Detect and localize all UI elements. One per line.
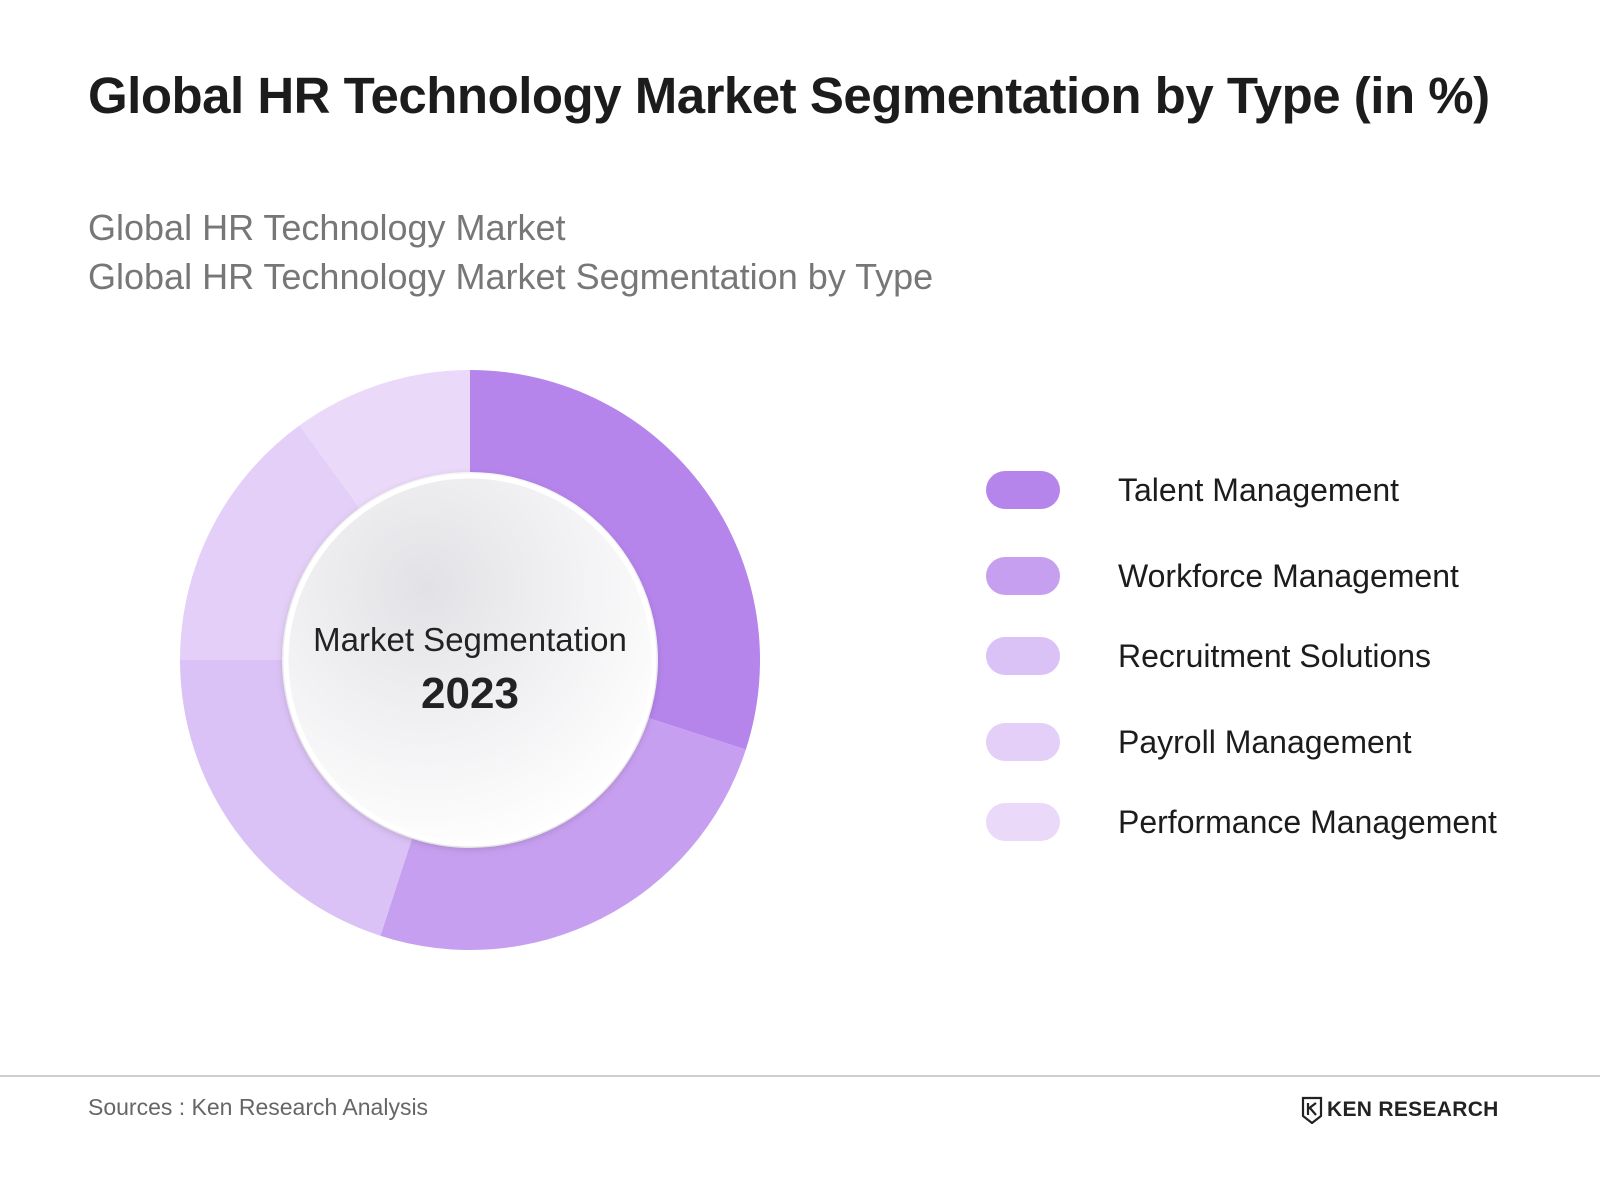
legend-swatch [986,637,1060,675]
legend-swatch [986,723,1060,761]
chart-title: Global HR Technology Market Segmentation… [88,67,1490,124]
donut-slice-recruitment-solutions [180,660,412,936]
legend-label: Performance Management [1118,803,1497,840]
footer-divider [0,1075,1600,1077]
legend-item-performance-management: Performance Management [986,802,1566,842]
donut-center-disc [283,473,657,847]
legend-item-talent-management: Talent Management [986,470,1566,510]
legend-swatch [986,557,1060,595]
legend-item-workforce-management: Workforce Management [986,556,1566,596]
donut-slice-performance-management [299,370,470,508]
donut-slice-talent-management [470,370,760,750]
source-note: Sources : Ken Research Analysis [88,1094,429,1120]
legend-swatch [986,471,1060,509]
legend-label: Recruitment Solutions [1118,637,1432,674]
legend-label: Talent Management [1118,471,1400,508]
donut-chart [180,370,760,951]
legend-item-recruitment-solutions: Recruitment Solutions [986,636,1566,676]
donut-slice-workforce-management [380,718,746,951]
legend-swatch [986,803,1060,841]
legend-item-payroll-management: Payroll Management [986,722,1566,762]
ken-research-logo: KEN RESEARCH [1301,1095,1499,1125]
legend-label: Workforce Management [1118,557,1459,594]
chart-subtitle-market: Global HR Technology Market [88,207,566,248]
ken-research-logo-text: KEN RESEARCH [1327,1098,1499,1121]
ken-research-logo-icon [1301,1096,1323,1124]
donut-slice-payroll-management [180,425,360,660]
chart-subtitle-segmentation: Global HR Technology Market Segmentation… [88,256,934,297]
legend-label: Payroll Management [1118,723,1412,760]
